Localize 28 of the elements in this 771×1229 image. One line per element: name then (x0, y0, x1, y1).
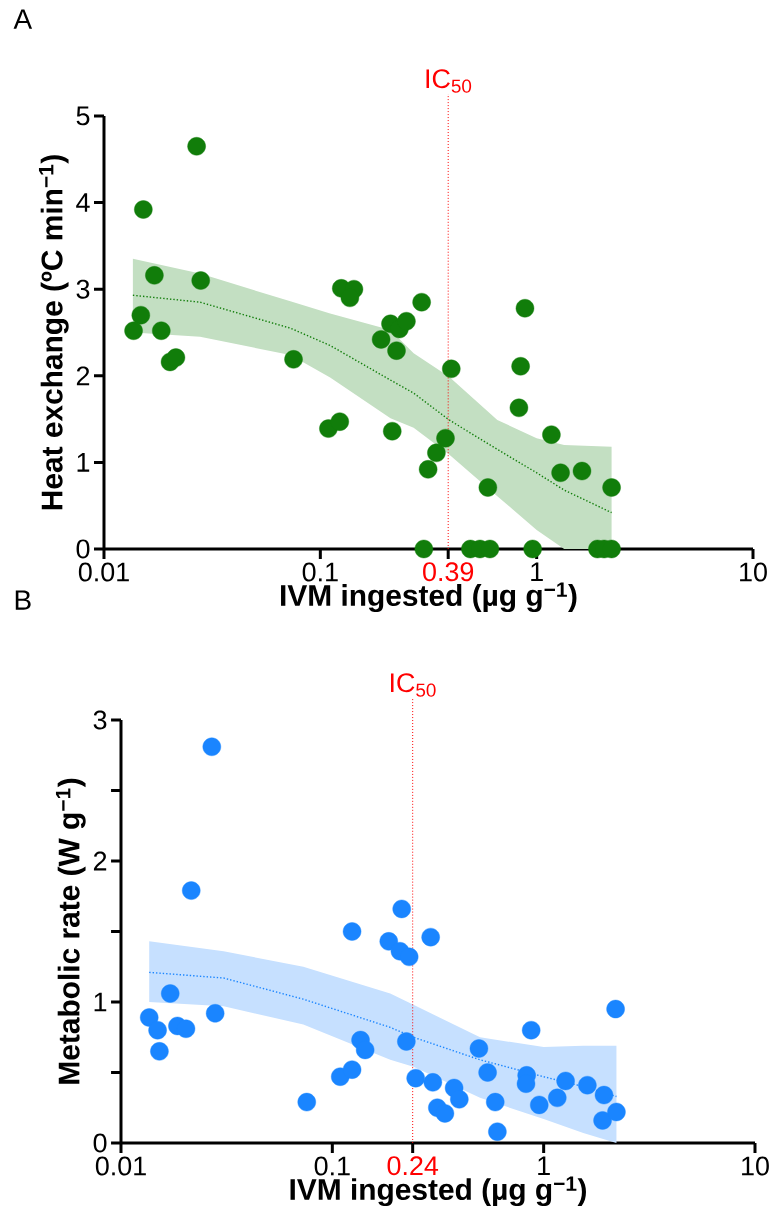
annotation: 0.39 (423, 562, 474, 582)
y-tick-label: 5 (76, 106, 90, 126)
y-tick-label: 3 (93, 710, 107, 730)
chart-title: A (13, 9, 33, 29)
y-tick-label: 1 (94, 992, 107, 1012)
x-tick-label: 0.1 (314, 1156, 350, 1176)
annotation: 0.24 (387, 1156, 439, 1176)
y-tick-label: 2 (93, 851, 107, 871)
y-tick-label: 3 (76, 279, 90, 299)
y-tick-label: 1 (77, 453, 90, 472)
chart-title: B (15, 590, 31, 610)
x-tick-label: 0.01 (95, 1156, 146, 1176)
y-tick-label: 4 (76, 193, 90, 212)
x-tick-label: 1 (531, 562, 543, 582)
x-axis-title: IVM ingested (µg g$^{−1}$) (290, 1176, 586, 1207)
y-tick-label: 0 (93, 1133, 107, 1153)
x-tick-label: 1 (538, 1156, 550, 1176)
x-tick-label: 10 (742, 1156, 769, 1176)
ref-line-label: IC$_{50}$ (390, 673, 436, 697)
x-tick-label: 0.1 (302, 562, 338, 582)
ref-line-label: IC$_{50}$ (426, 69, 472, 93)
x-tick-label: 0.01 (78, 562, 129, 582)
y-axis-title: Metabolic rate (W g$^{−1}$) (55, 778, 86, 1084)
y-tick-label: 0 (76, 539, 90, 559)
y-tick-label: 2 (76, 366, 90, 386)
x-tick-label: 10 (740, 562, 767, 582)
x-axis-title: IVM ingested (µg g$^{−1}$) (281, 582, 577, 613)
y-axis-title: Heat exchange (ºC min$^{−1}$) (38, 155, 69, 510)
